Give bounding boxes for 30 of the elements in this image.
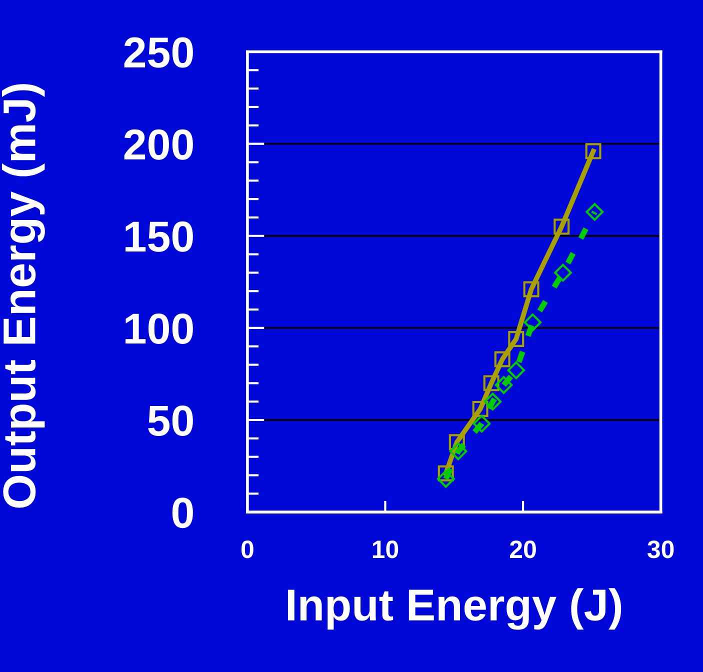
y-tick-label: 100	[126, 313, 193, 344]
y-tick-label: 0	[172, 498, 193, 528]
y-tick-label: 50	[148, 406, 193, 436]
point	[449, 442, 468, 460]
point	[483, 375, 500, 392]
y-axis-title: Output Energy (mJ)	[2, 84, 45, 508]
point	[494, 351, 510, 368]
x-tick-label: 20	[510, 540, 536, 558]
y-tick-label: 150	[126, 221, 193, 252]
point	[436, 470, 455, 488]
point	[554, 264, 572, 282]
y-tick-label: 250	[124, 37, 193, 68]
point	[554, 218, 570, 235]
point	[438, 465, 454, 482]
point	[472, 400, 488, 417]
x-tick-label: 10	[372, 540, 398, 558]
y-tick-label: 200	[124, 129, 193, 160]
point	[586, 203, 604, 221]
point	[494, 376, 513, 394]
x-tick-label: 0	[241, 540, 254, 558]
point	[448, 434, 465, 450]
point	[472, 414, 491, 433]
point	[523, 281, 540, 298]
x-tick-label: 30	[647, 540, 674, 558]
point	[484, 392, 502, 410]
point	[507, 361, 526, 380]
point	[585, 143, 602, 160]
point	[524, 314, 542, 332]
x-axis-title: Input Energy (J)	[288, 588, 622, 630]
point	[508, 330, 524, 347]
